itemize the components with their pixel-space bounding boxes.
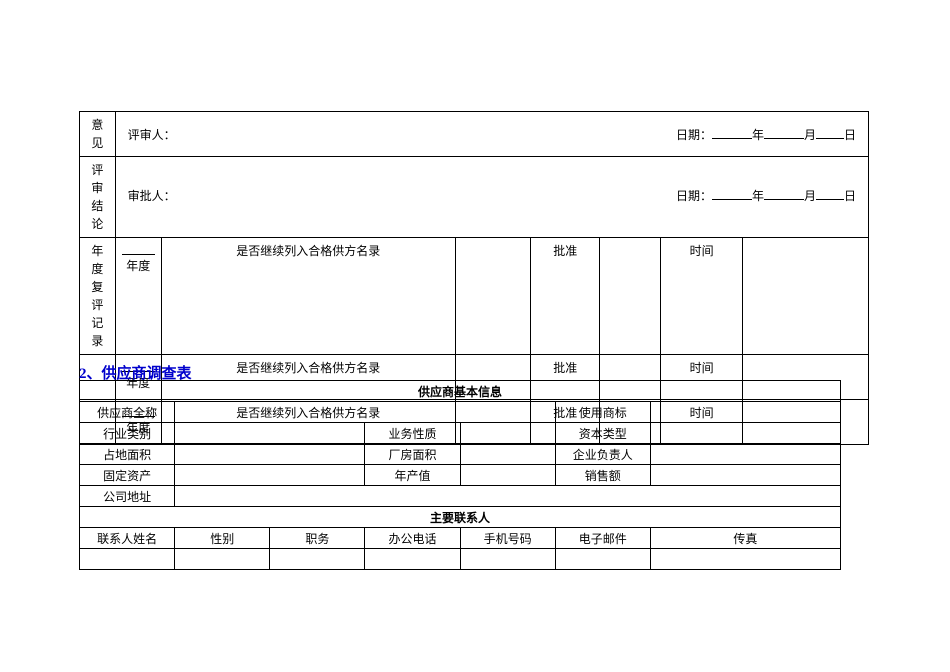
position-label: 职务 (270, 528, 365, 549)
time-label-1: 时间 (661, 238, 743, 355)
annual-output-label: 年产值 (365, 465, 460, 486)
approver-date: 日期：年月日 (676, 187, 856, 205)
address-value (175, 486, 841, 507)
principal-value (650, 444, 840, 465)
office-phone-label: 办公电话 (365, 528, 460, 549)
capital-type-label: 资本类型 (555, 423, 650, 444)
gender-label: 性别 (175, 528, 270, 549)
fax-value (650, 549, 840, 570)
contacts-data-row (80, 549, 841, 570)
approver-label: 审批人： (128, 187, 176, 205)
fixed-assets-label: 固定资产 (80, 465, 175, 486)
plant-area-label: 厂房面积 (365, 444, 460, 465)
industry-value (175, 423, 365, 444)
supplier-table: 供应商基本信息 供应商全称 使用商标 行业类别 业务性质 资本类型 占地面积 厂… (79, 380, 841, 570)
principal-label: 企业负责人 (555, 444, 650, 465)
contact-name-value (80, 549, 175, 570)
sales-label: 销售额 (555, 465, 650, 486)
mobile-value (460, 549, 555, 570)
row-industry: 行业类别 业务性质 资本类型 (80, 423, 841, 444)
conclusion-content: 审批人： 日期：年月日 (115, 157, 868, 238)
page: 意见 评审人： 日期：年月日 评审结论 审批人： 日期：年月日 (0, 0, 950, 672)
contacts-labels-row: 联系人姓名 性别 职务 办公电话 手机号码 电子邮件 传真 (80, 528, 841, 549)
annual-label: 年度复评记录 (80, 238, 116, 355)
land-area-value (175, 444, 365, 465)
row-address: 公司地址 (80, 486, 841, 507)
row-land: 占地面积 厂房面积 企业负责人 (80, 444, 841, 465)
email-label: 电子邮件 (555, 528, 650, 549)
year-cell-1: 年度 (115, 238, 161, 355)
email-value (555, 549, 650, 570)
approve-label-1: 批准 (531, 238, 600, 355)
blank-1c (743, 238, 869, 355)
mobile-label: 手机号码 (460, 528, 555, 549)
biz-nature-value (460, 423, 555, 444)
qualified-cell-1: 是否继续列入合格供方名录 (161, 238, 455, 355)
conclusion-label: 评审结论 (80, 157, 116, 238)
conclusion-row: 评审结论 审批人： 日期：年月日 (80, 157, 869, 238)
basic-header-row: 供应商基本信息 (80, 381, 841, 402)
row-assets: 固定资产 年产值 销售额 (80, 465, 841, 486)
blank-1b (600, 238, 661, 355)
land-area-label: 占地面积 (80, 444, 175, 465)
biz-nature-label: 业务性质 (365, 423, 460, 444)
full-name-value (175, 402, 556, 423)
reviewer-label: 评审人： (128, 126, 176, 144)
contact-name-label: 联系人姓名 (80, 528, 175, 549)
fax-label: 传真 (650, 528, 840, 549)
blank-1a (455, 238, 531, 355)
trademark-value (650, 402, 840, 423)
office-phone-value (365, 549, 460, 570)
reviewer-sig-line: 评审人： 日期：年月日 (116, 118, 868, 150)
basic-header: 供应商基本信息 (80, 381, 841, 402)
contacts-header: 主要联系人 (80, 507, 841, 528)
annual-output-value (460, 465, 555, 486)
sales-value (650, 465, 840, 486)
address-label: 公司地址 (80, 486, 175, 507)
fixed-assets-value (175, 465, 365, 486)
plant-area-value (460, 444, 555, 465)
row-fullname: 供应商全称 使用商标 (80, 402, 841, 423)
opinion-label: 意见 (80, 112, 116, 157)
annual-row-1: 年度复评记录 年度 是否继续列入合格供方名录 批准 时间 (80, 238, 869, 355)
full-name-label: 供应商全称 (80, 402, 175, 423)
gender-value (175, 549, 270, 570)
industry-label: 行业类别 (80, 423, 175, 444)
approver-sig-line: 审批人： 日期：年月日 (116, 179, 868, 211)
capital-type-value (650, 423, 840, 444)
reviewer-date: 日期：年月日 (676, 126, 856, 144)
opinion-row: 意见 评审人： 日期：年月日 (80, 112, 869, 157)
opinion-content: 评审人： 日期：年月日 (115, 112, 868, 157)
position-value (270, 549, 365, 570)
contacts-header-row: 主要联系人 (80, 507, 841, 528)
trademark-label: 使用商标 (555, 402, 650, 423)
